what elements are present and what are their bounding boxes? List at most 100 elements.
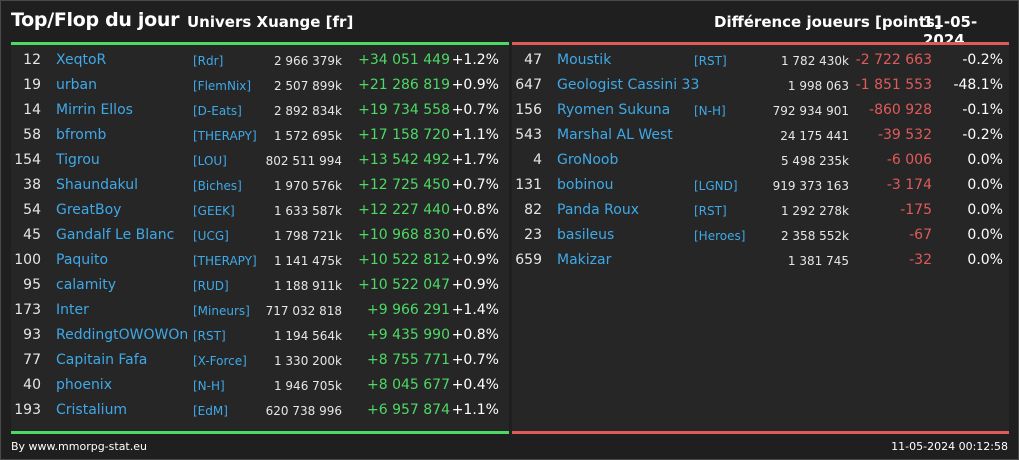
percent-change: 0.0% [967,202,1003,218]
points-difference: -32 [909,252,932,268]
list-item: 659 Makizar 1 381 745 -32 0.0% [512,248,1009,273]
alliance-tag-link[interactable]: [LOU] [193,154,227,168]
player-name-link[interactable]: Ryomen Sukuna [557,102,671,118]
alliance-tag-link[interactable]: [LGND] [694,179,738,193]
player-name-link[interactable]: basileus [557,227,615,243]
points-difference: -175 [900,202,932,218]
player-name-link[interactable]: Mirrin Ellos [56,102,133,118]
alliance-tag-link[interactable]: [X-Force] [193,354,247,368]
player-name-link[interactable]: XeqtoR [56,52,107,68]
flop-panel-bottom-bar [512,431,1009,434]
list-item: 543 Marshal AL West 24 175 441 -39 532 -0.2% [512,123,1009,148]
points-difference: +19 734 558 [358,102,450,118]
player-points: 1 381 745 [787,254,849,268]
player-rank: 95 [23,277,41,293]
alliance-tag-link[interactable]: [RST] [193,329,226,343]
list-item: 54 GreatBoy [GEEK] 1 633 587k +12 227 440 +0.… [11,198,509,223]
player-rank: 156 [515,102,542,118]
top-panel: 12 XeqtoR [Rdr] 2 966 379k +34 051 449 +1.2% 1… [11,42,509,434]
points-difference: +21 286 819 [358,77,450,93]
alliance-tag-link[interactable]: [THERAPY] [193,254,257,268]
player-name-link[interactable]: Shaundakul [56,177,138,193]
player-rank: 45 [23,227,41,243]
alliance-tag-link[interactable]: [N-H] [193,379,225,393]
player-rank: 131 [515,177,542,193]
player-points: 620 738 996 [265,404,342,418]
alliance-tag-link[interactable]: [RST] [694,54,727,68]
player-points: 1 946 705k [273,379,342,393]
player-rank: 543 [515,127,542,143]
alliance-tag-link[interactable]: [Biches] [193,179,242,193]
list-item: 82 Panda Roux [RST] 1 292 278k -175 0.0% [512,198,1009,223]
player-rank: 23 [524,227,542,243]
percent-change: 0.0% [967,152,1003,168]
alliance-tag-link[interactable]: [N-H] [694,104,726,118]
list-item: 173 Inter [Mineurs] 717 032 818 +9 966 291 +1… [11,298,509,323]
alliance-tag-link[interactable]: [D-Eats] [193,104,242,118]
points-difference: -39 532 [877,127,932,143]
points-difference: +8 045 677 [367,377,450,393]
percent-change: +0.6% [451,227,499,243]
player-points: 1 633 587k [273,204,342,218]
player-name-link[interactable]: Paquito [56,252,109,268]
player-name-link[interactable]: calamity [56,277,117,293]
points-difference: +17 158 720 [358,127,450,143]
top-panel-accent-bar [11,42,509,45]
percent-change: 0.0% [967,252,1003,268]
percent-change: 0.0% [967,227,1003,243]
percent-change: -0.1% [962,102,1003,118]
player-name-link[interactable]: Makizar [557,252,612,268]
player-points: 1 292 278k [780,204,849,218]
player-rank: 154 [14,152,41,168]
alliance-tag-link[interactable]: [FlemNix] [193,79,252,93]
player-rank: 14 [23,102,41,118]
percent-change: -48.1% [953,77,1003,93]
list-item: 47 Moustik [RST] 1 782 430k -2 722 663 -0.2% [512,48,1009,73]
points-difference: -6 006 [886,152,932,168]
player-name-link[interactable]: bfromb [56,127,107,143]
top-list: 12 XeqtoR [Rdr] 2 966 379k +34 051 449 +1.2% 1… [11,48,509,423]
player-name-link[interactable]: Geologist Cassini 33 [557,77,700,93]
player-name-link[interactable]: GroNoob [557,152,619,168]
alliance-tag-link[interactable]: [Rdr] [193,54,224,68]
player-name-link[interactable]: Cristalium [56,402,128,418]
player-points: 1 194 564k [273,329,342,343]
player-rank: 82 [524,202,542,218]
points-difference: -67 [909,227,932,243]
player-name-link[interactable]: GreatBoy [56,202,122,218]
alliance-tag-link[interactable]: [Mineurs] [193,304,250,318]
alliance-tag-link[interactable]: [UCG] [193,229,229,243]
list-item: 45 Gandalf Le Blanc [UCG] 1 798 721k +10 968… [11,223,509,248]
player-name-link[interactable]: Tigrou [56,152,100,168]
list-item: 131 bobinou [LGND] 919 373 163 -3 174 0.0% [512,173,1009,198]
player-name-link[interactable]: Moustik [557,52,612,68]
alliance-tag-link[interactable]: [RUD] [193,279,229,293]
alliance-tag-link[interactable]: [GEEK] [193,204,235,218]
player-name-link[interactable]: ReddingtOWOWOn [56,327,189,343]
points-difference: +12 227 440 [358,202,450,218]
alliance-tag-link[interactable]: [Heroes] [694,229,746,243]
player-name-link[interactable]: Marshal AL West [557,127,673,143]
points-difference: +10 522 812 [358,252,450,268]
percent-change: +1.4% [451,302,499,318]
player-name-link[interactable]: Panda Roux [557,202,640,218]
source-credit[interactable]: By www.mmorpg-stat.eu [11,440,147,453]
points-difference: +34 051 449 [358,52,450,68]
flop-panel-accent-bar [512,42,1009,45]
alliance-tag-link[interactable]: [THERAPY] [193,129,257,143]
page-title: Top/Flop du jour [11,9,180,31]
player-points: 24 175 441 [780,129,849,143]
player-name-link[interactable]: Capitain Fafa [56,352,148,368]
list-item: 19 urban [FlemNix] 2 507 899k +21 286 819 +0.… [11,73,509,98]
player-name-link[interactable]: urban [56,77,97,93]
percent-change: +0.7% [451,177,499,193]
player-points: 5 498 235k [780,154,849,168]
player-name-link[interactable]: Inter [56,302,89,318]
player-name-link[interactable]: phoenix [56,377,112,393]
player-name-link[interactable]: Gandalf Le Blanc [56,227,175,243]
alliance-tag-link[interactable]: [RST] [694,204,727,218]
player-rank: 659 [515,252,542,268]
player-name-link[interactable]: bobinou [557,177,614,193]
alliance-tag-link[interactable]: [EdM] [193,404,228,418]
percent-change: +0.8% [451,202,499,218]
